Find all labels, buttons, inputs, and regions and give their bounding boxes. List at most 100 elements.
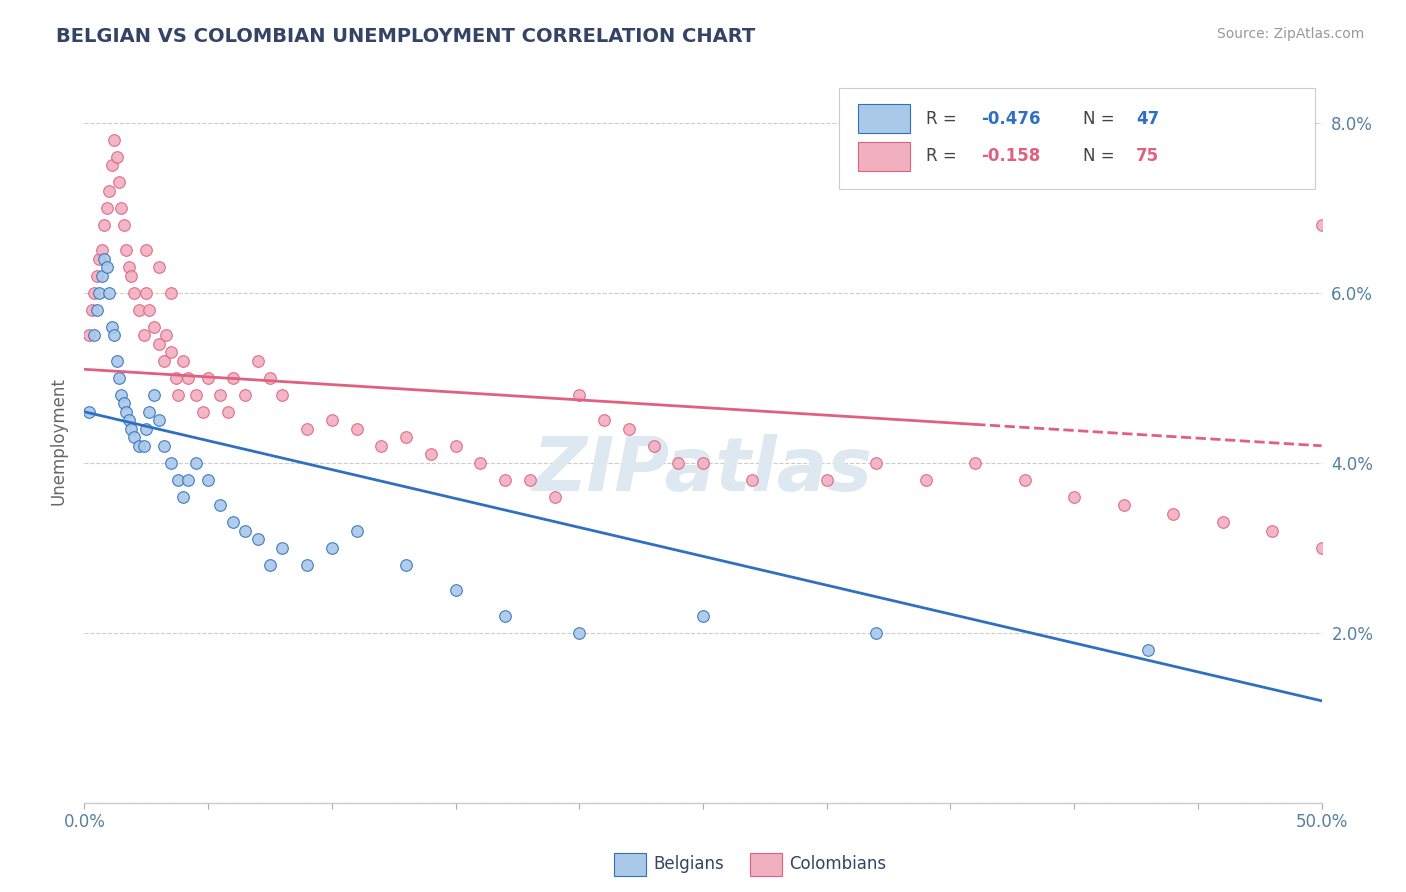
Y-axis label: Unemployment: Unemployment [49,377,67,506]
Point [115,244,138,258]
Point [89,252,111,266]
Point [259,371,281,385]
Point [1310,541,1333,555]
FancyBboxPatch shape [749,853,782,876]
Text: R =: R = [925,110,962,128]
FancyBboxPatch shape [858,142,910,170]
Point [86,302,108,317]
Point [470,456,492,470]
Text: 75: 75 [1136,147,1159,165]
Point [100,319,122,334]
Point [1014,473,1036,487]
Point [222,516,245,530]
Point [148,260,170,275]
Point [692,456,714,470]
Point [246,353,269,368]
Point [666,456,689,470]
Point [197,473,219,487]
Point [295,558,318,572]
Point [246,533,269,547]
Point [98,285,121,300]
Point [172,353,194,368]
Point [110,388,132,402]
Point [321,541,343,555]
Point [217,405,239,419]
Point [865,625,887,640]
Text: N =: N = [1083,147,1119,165]
Point [118,413,141,427]
Point [135,422,157,436]
Text: N =: N = [1083,110,1119,128]
Point [105,150,128,164]
FancyBboxPatch shape [858,104,910,133]
Point [96,260,118,275]
Point [741,473,763,487]
Text: Belgians: Belgians [654,855,724,873]
Text: R =: R = [925,147,962,165]
Point [108,371,131,385]
Point [103,328,125,343]
Point [444,439,467,453]
Point [160,456,183,470]
Point [568,625,591,640]
Point [115,405,138,419]
Point [419,447,441,461]
Point [321,413,343,427]
Point [152,353,174,368]
Point [110,201,132,215]
Point [80,302,103,317]
Point [568,388,591,402]
FancyBboxPatch shape [839,87,1316,189]
Point [543,490,565,504]
Text: BELGIAN VS COLOMBIAN UNEMPLOYMENT CORRELATION CHART: BELGIAN VS COLOMBIAN UNEMPLOYMENT CORREL… [56,27,755,45]
Point [160,345,183,359]
Point [233,388,256,402]
Point [271,388,294,402]
Point [148,413,170,427]
Point [165,371,187,385]
Point [138,302,160,317]
Point [103,133,125,147]
Point [177,371,200,385]
Point [90,268,112,283]
Point [184,456,207,470]
Text: Source: ZipAtlas.com: Source: ZipAtlas.com [1216,27,1364,41]
Text: -0.476: -0.476 [981,110,1040,128]
Point [79,405,101,419]
Point [83,328,105,343]
Text: 47: 47 [1136,110,1160,128]
Point [1261,524,1284,538]
Point [1161,507,1184,521]
Point [135,285,157,300]
Point [135,244,157,258]
Point [370,439,392,453]
Point [197,371,219,385]
Point [148,336,170,351]
Point [132,328,155,343]
Point [593,413,616,427]
Point [914,473,936,487]
Point [167,473,190,487]
Point [1063,490,1085,504]
Point [222,371,245,385]
Point [108,175,131,189]
Point [93,218,115,232]
Text: Colombians: Colombians [790,855,887,873]
Point [79,328,101,343]
Point [122,430,145,444]
Point [160,285,183,300]
FancyBboxPatch shape [614,853,647,876]
Point [120,268,142,283]
Point [346,422,368,436]
Point [172,490,194,504]
Point [105,353,128,368]
Point [155,328,177,343]
Point [271,541,294,555]
Point [209,388,232,402]
Point [395,558,418,572]
Point [815,473,838,487]
Point [1137,642,1160,657]
Point [259,558,281,572]
Point [494,608,516,623]
Point [1112,498,1135,512]
